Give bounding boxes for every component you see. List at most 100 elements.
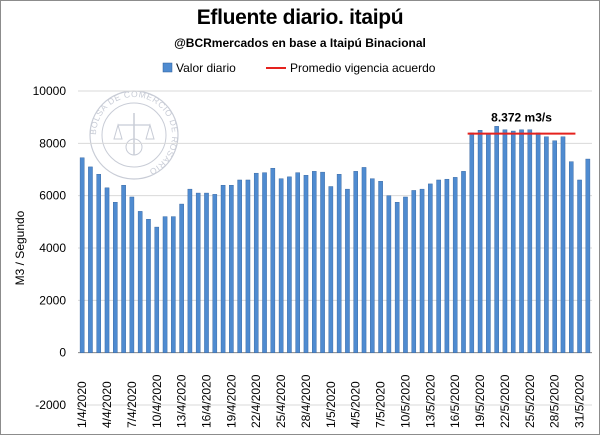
bar (278, 178, 284, 353)
x-tick-label: 25/4/2020 (274, 374, 288, 428)
y-tick-label: 6000 (39, 189, 66, 203)
bar (262, 172, 267, 353)
bar (419, 188, 425, 353)
bar (403, 196, 408, 353)
bar (577, 179, 582, 353)
bar (312, 171, 317, 353)
bar (137, 211, 143, 353)
bar (295, 172, 300, 353)
bar (195, 192, 201, 353)
y-tick-label: 2000 (39, 293, 66, 307)
bar (204, 192, 209, 353)
x-tick-label: 10/5/2020 (398, 374, 412, 428)
x-tick-label: 22/5/2020 (498, 374, 512, 428)
bar (187, 188, 193, 353)
bar (378, 181, 383, 353)
bar (320, 171, 325, 353)
legend-label-valor-diario: Valor diario (176, 61, 236, 75)
legend-label-promedio: Promedio vigencia acuerdo (290, 61, 436, 75)
bar (436, 179, 441, 353)
bcr-watermark-seal: BOLSA DE COMERCIO DE ROSARIO (88, 89, 179, 180)
bar (179, 203, 184, 353)
bar (361, 167, 367, 353)
x-tick-label: 25/5/2020 (523, 374, 537, 428)
chart-title: Efluente diario. itaipú (196, 6, 404, 29)
bar (394, 202, 400, 353)
bar (336, 174, 342, 353)
bar (287, 176, 292, 353)
bar (510, 130, 516, 353)
bar (229, 184, 234, 353)
chart-subtitle: @BCRmercados en base a Itaipú Binacional (174, 36, 426, 50)
y-tick-label: -2000 (35, 398, 66, 412)
bar (96, 174, 101, 353)
y-tick-label: 8000 (39, 136, 66, 150)
bar (220, 184, 226, 353)
seal-emblem-pan-left (113, 123, 123, 140)
bar (253, 172, 259, 353)
x-tick-label: 28/4/2020 (299, 374, 313, 428)
bar (154, 226, 160, 353)
seal-emblem-wheel (125, 138, 143, 156)
bar (353, 171, 358, 353)
bar (113, 202, 118, 353)
bar (162, 216, 168, 353)
x-tick-label: 22/4/2020 (249, 374, 263, 428)
x-tick-label: 13/4/2020 (175, 374, 189, 428)
bar (527, 129, 533, 353)
x-tick-label: 16/4/2020 (200, 374, 214, 428)
bar (585, 158, 591, 353)
bar (569, 161, 574, 353)
x-tick-label: 16/5/2020 (448, 374, 462, 428)
legend: Valor diario Promedio vigencia acuerdo (162, 61, 436, 75)
bar (79, 157, 85, 353)
bar (245, 179, 251, 353)
bar (502, 129, 508, 353)
seal-inner-ring (101, 102, 167, 168)
bar (146, 219, 151, 353)
x-tick-label: 4/4/2020 (100, 381, 114, 428)
bar (486, 133, 491, 353)
bar (411, 190, 417, 353)
x-tick-label: 10/4/2020 (150, 374, 164, 428)
x-tick-label: 31/5/2020 (573, 374, 587, 428)
bar (345, 188, 350, 353)
bar (477, 130, 483, 353)
x-axis: 1/4/2020 4/4/2020 7/4/2020 10/4/2020 13/4/20… (75, 374, 586, 428)
bar (212, 194, 218, 353)
bar (535, 132, 541, 353)
x-tick-label: 19/5/2020 (473, 374, 487, 428)
x-tick-label: 1/5/2020 (324, 381, 338, 428)
bar (121, 184, 126, 353)
bar (370, 178, 375, 353)
x-tick-label: 7/4/2020 (125, 381, 139, 428)
bar (237, 179, 242, 353)
x-tick-label: 19/4/2020 (224, 374, 238, 428)
bar (328, 186, 334, 353)
bar (444, 178, 450, 353)
annotations: 8.372 m3/s (491, 111, 552, 125)
bar (494, 126, 499, 353)
bar (104, 187, 110, 353)
average-value-label: 8.372 m3/s (491, 111, 552, 125)
bar (452, 177, 458, 353)
bar (519, 129, 524, 353)
bar (560, 136, 566, 353)
legend-swatch-valor-diario (162, 62, 173, 73)
x-tick-label: 7/5/2020 (374, 381, 388, 428)
bar (469, 132, 475, 353)
y-axis-label: M3 / Segundo (13, 210, 27, 285)
bar (303, 175, 309, 353)
bar (544, 136, 549, 353)
bar (461, 171, 466, 353)
y-tick-label: 4000 (39, 241, 66, 255)
bar (171, 216, 176, 353)
y-axis: -2000 0 2000 4000 6000 8000 10000 (33, 84, 67, 412)
bar (129, 196, 135, 353)
bar (88, 166, 93, 353)
bar (552, 140, 557, 353)
bar (428, 183, 433, 353)
x-tick-label: 13/5/2020 (423, 374, 437, 428)
bar (270, 167, 276, 353)
